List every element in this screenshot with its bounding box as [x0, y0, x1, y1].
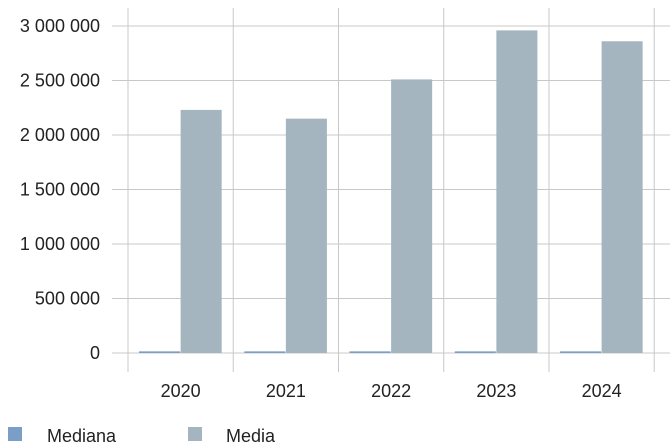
- y-tick-label: 3 000 000: [20, 16, 100, 36]
- legend: Mediana Media: [8, 426, 276, 446]
- y-axis-tick-labels: 3 000 000 2 500 000 2 000 000 1 500 000 1 00…: [20, 16, 100, 363]
- x-tick-label: 2023: [476, 381, 516, 401]
- x-tick-label: 2024: [582, 381, 622, 401]
- y-tick-label: 500 000: [35, 289, 100, 309]
- legend-swatch-mediana: [8, 427, 22, 441]
- bar-mediana-2020: [139, 351, 181, 353]
- x-tick-label: 2021: [266, 381, 306, 401]
- y-tick-label: 1 500 000: [20, 180, 100, 200]
- bar-media-2021: [285, 118, 327, 354]
- legend-swatch-media: [188, 427, 202, 441]
- x-axis-tick-labels: 2020 2021 2022 2023 2024: [161, 381, 622, 401]
- y-tick-label: 2 000 000: [20, 125, 100, 145]
- bar-mediana-2022: [349, 351, 391, 353]
- bars: [139, 30, 643, 354]
- legend-label-media: Media: [226, 426, 276, 446]
- y-tick-label: 2 500 000: [20, 71, 100, 91]
- x-tick-label: 2020: [161, 381, 201, 401]
- bar-media-2023: [496, 30, 538, 354]
- bar-media-2022: [391, 79, 433, 353]
- bar-media-2024: [601, 41, 643, 353]
- x-tick-label: 2022: [371, 381, 411, 401]
- bar-mediana-2023: [454, 351, 496, 353]
- bar-media-2020: [180, 109, 222, 354]
- y-tick-label: 0: [90, 343, 100, 363]
- bar-mediana-2021: [244, 351, 286, 353]
- bar-mediana-2024: [560, 351, 602, 353]
- y-tick-label: 1 000 000: [20, 234, 100, 254]
- legend-label-mediana: Mediana: [47, 426, 117, 446]
